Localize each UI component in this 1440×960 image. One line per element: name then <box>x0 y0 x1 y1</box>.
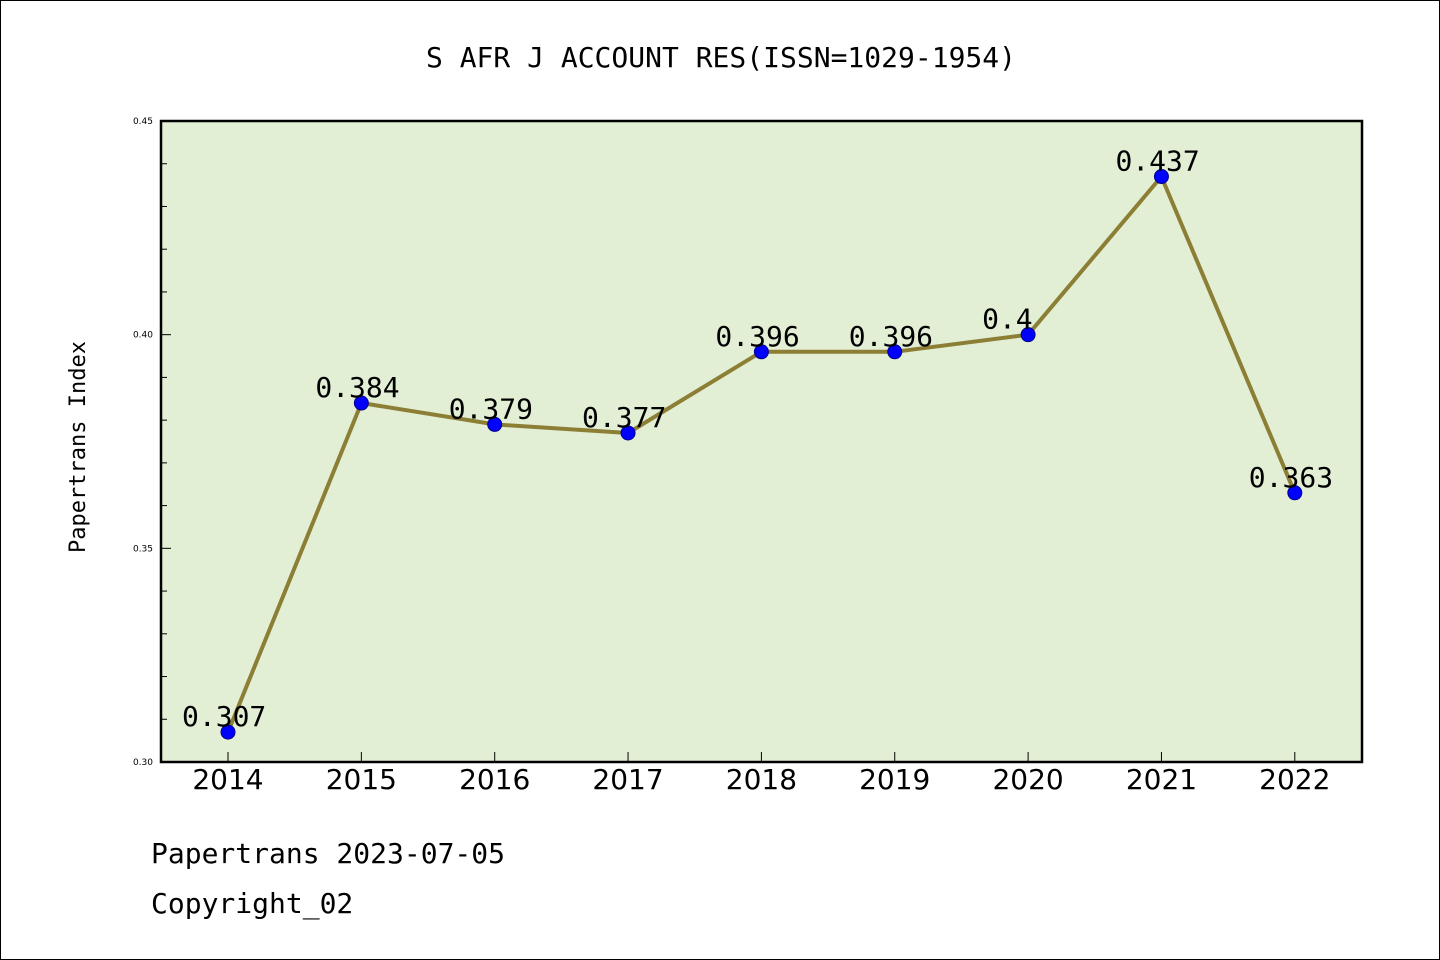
x-tick-label: 2017 <box>592 763 663 796</box>
y-tick-label: 0.35 <box>133 544 153 554</box>
data-label: 0.379 <box>449 392 533 425</box>
x-tick-label: 2019 <box>859 763 930 796</box>
y-tick-label: 0.45 <box>133 117 153 127</box>
data-point <box>487 416 503 432</box>
x-tick-label: 2018 <box>726 763 797 796</box>
data-label: 0.307 <box>182 700 266 733</box>
y-axis-label: Papertrans Index <box>66 341 91 553</box>
data-label: 0.4 <box>982 303 1033 336</box>
x-tick-label: 2015 <box>326 763 397 796</box>
x-tick-label: 2020 <box>992 763 1063 796</box>
y-tick-label: 0.30 <box>133 758 153 768</box>
plot-area <box>159 119 1364 764</box>
footer-date: Papertrans 2023-07-05 <box>151 837 506 870</box>
data-point <box>1153 169 1169 185</box>
data-labels-group: 0.307 0.384 0.379 0.377 0.396 0.396 0.4 0.437 0.… <box>182 145 1333 734</box>
x-tick-label: 2016 <box>459 763 530 796</box>
data-label: 0.377 <box>582 401 666 434</box>
data-point <box>620 425 636 441</box>
data-point <box>220 724 236 740</box>
data-point <box>1020 327 1036 343</box>
series-group <box>220 169 1303 740</box>
chart-title: S AFR J ACCOUNT RES(ISSN=1029-1954) <box>426 41 1016 74</box>
x-tick-label: 2022 <box>1259 763 1330 796</box>
x-tick-label: 2014 <box>192 763 263 796</box>
data-label: 0.396 <box>715 320 799 353</box>
data-label: 0.363 <box>1249 461 1333 494</box>
y-axis-ticks: 0.30 0.35 0.40 0.45 <box>133 117 171 768</box>
data-point <box>353 395 369 411</box>
data-point <box>887 344 903 360</box>
x-tick-label: 2021 <box>1126 763 1197 796</box>
data-label: 0.437 <box>1115 145 1199 178</box>
data-point <box>1287 485 1303 501</box>
data-label: 0.396 <box>849 320 933 353</box>
y-tick-label: 0.40 <box>133 331 153 341</box>
data-point <box>753 344 769 360</box>
x-axis-ticks: 2014 2015 2016 2017 2018 2019 2020 2021 2022 <box>192 752 1330 796</box>
footer-copyright: Copyright_02 <box>151 887 354 920</box>
y-minor-ticks <box>161 163 167 720</box>
data-label: 0.384 <box>315 371 399 404</box>
